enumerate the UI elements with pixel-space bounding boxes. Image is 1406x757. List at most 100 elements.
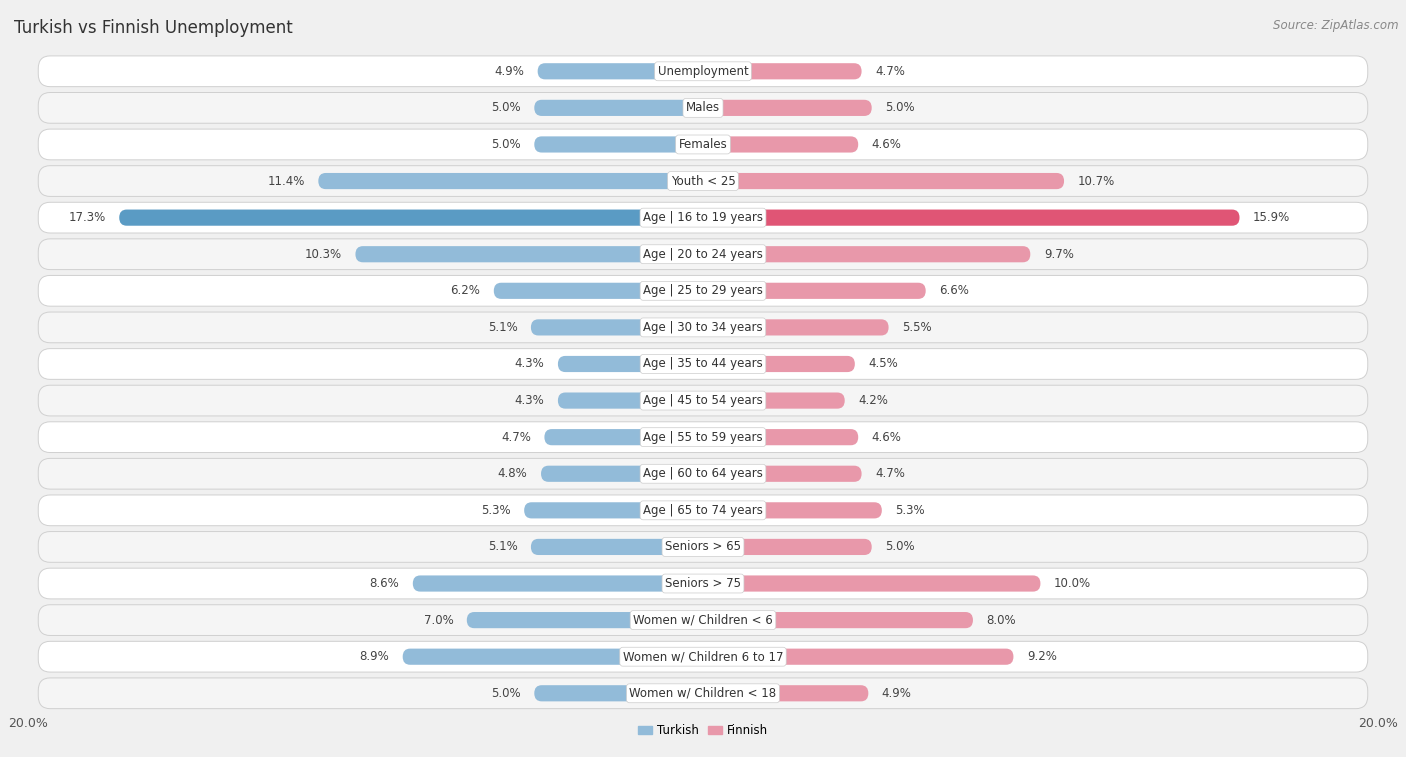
FancyBboxPatch shape [534, 685, 703, 702]
Text: Age | 45 to 54 years: Age | 45 to 54 years [643, 394, 763, 407]
Text: Age | 16 to 19 years: Age | 16 to 19 years [643, 211, 763, 224]
FancyBboxPatch shape [534, 136, 703, 153]
Text: Seniors > 75: Seniors > 75 [665, 577, 741, 590]
FancyBboxPatch shape [534, 100, 703, 116]
Text: Age | 30 to 34 years: Age | 30 to 34 years [643, 321, 763, 334]
FancyBboxPatch shape [703, 539, 872, 555]
Text: 4.7%: 4.7% [501, 431, 531, 444]
FancyBboxPatch shape [318, 173, 703, 189]
Text: 8.9%: 8.9% [360, 650, 389, 663]
Text: 10.0%: 10.0% [1054, 577, 1091, 590]
Text: 10.7%: 10.7% [1077, 175, 1115, 188]
FancyBboxPatch shape [558, 356, 703, 372]
Text: 4.2%: 4.2% [858, 394, 889, 407]
Text: 5.5%: 5.5% [903, 321, 932, 334]
Text: 4.3%: 4.3% [515, 394, 544, 407]
Text: 5.1%: 5.1% [488, 321, 517, 334]
Text: Youth < 25: Youth < 25 [671, 175, 735, 188]
FancyBboxPatch shape [537, 63, 703, 79]
FancyBboxPatch shape [38, 56, 1368, 86]
Text: 4.7%: 4.7% [875, 65, 905, 78]
FancyBboxPatch shape [38, 641, 1368, 672]
Text: Women w/ Children 6 to 17: Women w/ Children 6 to 17 [623, 650, 783, 663]
Text: 4.6%: 4.6% [872, 431, 901, 444]
FancyBboxPatch shape [38, 422, 1368, 453]
Text: Turkish vs Finnish Unemployment: Turkish vs Finnish Unemployment [14, 19, 292, 37]
Text: 7.0%: 7.0% [423, 614, 453, 627]
FancyBboxPatch shape [531, 539, 703, 555]
FancyBboxPatch shape [544, 429, 703, 445]
FancyBboxPatch shape [703, 63, 862, 79]
Text: 8.0%: 8.0% [987, 614, 1017, 627]
Text: 5.0%: 5.0% [886, 540, 915, 553]
Text: 4.3%: 4.3% [515, 357, 544, 370]
FancyBboxPatch shape [703, 319, 889, 335]
Text: 4.9%: 4.9% [882, 687, 911, 699]
FancyBboxPatch shape [467, 612, 703, 628]
Text: 5.0%: 5.0% [491, 138, 520, 151]
Text: Women w/ Children < 6: Women w/ Children < 6 [633, 614, 773, 627]
FancyBboxPatch shape [703, 173, 1064, 189]
FancyBboxPatch shape [38, 531, 1368, 562]
Text: 8.6%: 8.6% [370, 577, 399, 590]
FancyBboxPatch shape [38, 276, 1368, 306]
Text: 5.3%: 5.3% [896, 504, 925, 517]
FancyBboxPatch shape [38, 349, 1368, 379]
FancyBboxPatch shape [703, 575, 1040, 592]
FancyBboxPatch shape [38, 92, 1368, 123]
FancyBboxPatch shape [703, 282, 925, 299]
Text: 5.0%: 5.0% [491, 101, 520, 114]
FancyBboxPatch shape [38, 166, 1368, 196]
Text: 10.3%: 10.3% [305, 248, 342, 260]
FancyBboxPatch shape [703, 685, 869, 702]
FancyBboxPatch shape [531, 319, 703, 335]
Text: 5.1%: 5.1% [488, 540, 517, 553]
Text: 15.9%: 15.9% [1253, 211, 1291, 224]
Text: 6.6%: 6.6% [939, 285, 969, 298]
FancyBboxPatch shape [38, 202, 1368, 233]
Text: 5.0%: 5.0% [491, 687, 520, 699]
FancyBboxPatch shape [38, 459, 1368, 489]
Text: Age | 20 to 24 years: Age | 20 to 24 years [643, 248, 763, 260]
FancyBboxPatch shape [703, 100, 872, 116]
FancyBboxPatch shape [38, 129, 1368, 160]
Text: Source: ZipAtlas.com: Source: ZipAtlas.com [1274, 19, 1399, 32]
Text: 4.9%: 4.9% [495, 65, 524, 78]
FancyBboxPatch shape [38, 385, 1368, 416]
FancyBboxPatch shape [541, 466, 703, 482]
FancyBboxPatch shape [703, 502, 882, 519]
FancyBboxPatch shape [703, 612, 973, 628]
FancyBboxPatch shape [38, 312, 1368, 343]
FancyBboxPatch shape [356, 246, 703, 263]
Text: Age | 35 to 44 years: Age | 35 to 44 years [643, 357, 763, 370]
Text: 5.3%: 5.3% [481, 504, 510, 517]
FancyBboxPatch shape [703, 466, 862, 482]
Text: Age | 55 to 59 years: Age | 55 to 59 years [643, 431, 763, 444]
FancyBboxPatch shape [38, 239, 1368, 269]
Legend: Turkish, Finnish: Turkish, Finnish [633, 719, 773, 742]
Text: 4.5%: 4.5% [869, 357, 898, 370]
FancyBboxPatch shape [703, 356, 855, 372]
Text: Males: Males [686, 101, 720, 114]
FancyBboxPatch shape [703, 136, 858, 153]
Text: 4.8%: 4.8% [498, 467, 527, 480]
Text: Age | 65 to 74 years: Age | 65 to 74 years [643, 504, 763, 517]
FancyBboxPatch shape [38, 495, 1368, 525]
Text: Unemployment: Unemployment [658, 65, 748, 78]
FancyBboxPatch shape [524, 502, 703, 519]
Text: Females: Females [679, 138, 727, 151]
Text: Women w/ Children < 18: Women w/ Children < 18 [630, 687, 776, 699]
Text: 17.3%: 17.3% [69, 211, 105, 224]
Text: 4.7%: 4.7% [875, 467, 905, 480]
FancyBboxPatch shape [703, 210, 1240, 226]
Text: Age | 25 to 29 years: Age | 25 to 29 years [643, 285, 763, 298]
Text: 9.7%: 9.7% [1043, 248, 1074, 260]
FancyBboxPatch shape [38, 569, 1368, 599]
Text: 11.4%: 11.4% [267, 175, 305, 188]
FancyBboxPatch shape [558, 392, 703, 409]
Text: 4.6%: 4.6% [872, 138, 901, 151]
FancyBboxPatch shape [38, 678, 1368, 709]
Text: 6.2%: 6.2% [450, 285, 481, 298]
Text: Age | 60 to 64 years: Age | 60 to 64 years [643, 467, 763, 480]
FancyBboxPatch shape [402, 649, 703, 665]
